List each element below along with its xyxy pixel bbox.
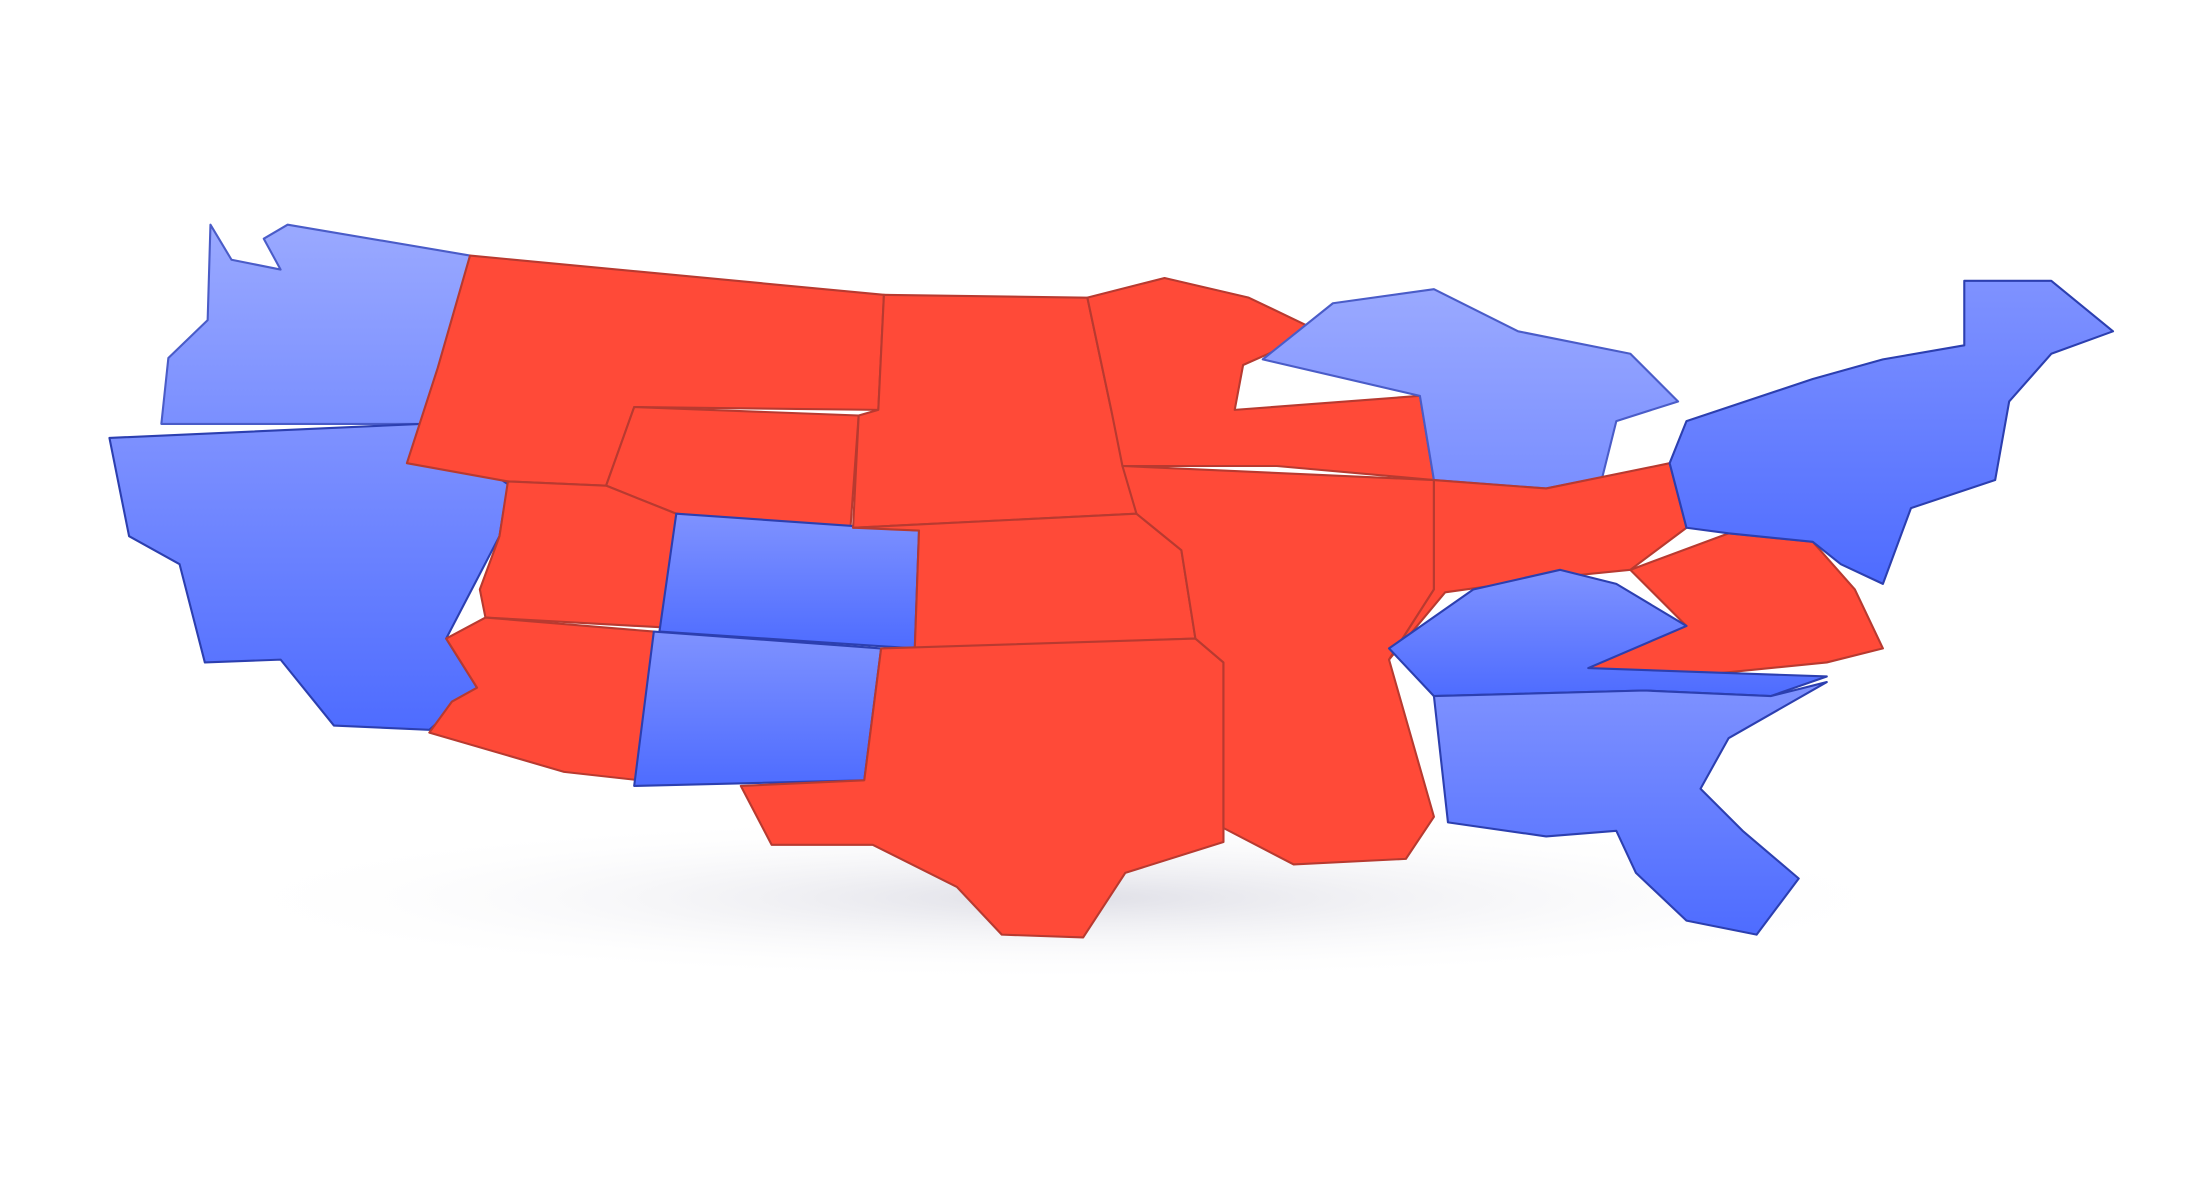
state-wisconsin-michigan (1261, 288, 1680, 490)
state-minnesota (1086, 276, 1435, 482)
state-new-mexico (633, 630, 883, 787)
state-illinois-indiana-ohio (1387, 462, 1688, 661)
state-northeast (1668, 279, 2115, 585)
state-utah (478, 480, 678, 629)
state-colorado (658, 512, 921, 650)
state-southeast (1432, 681, 1828, 936)
